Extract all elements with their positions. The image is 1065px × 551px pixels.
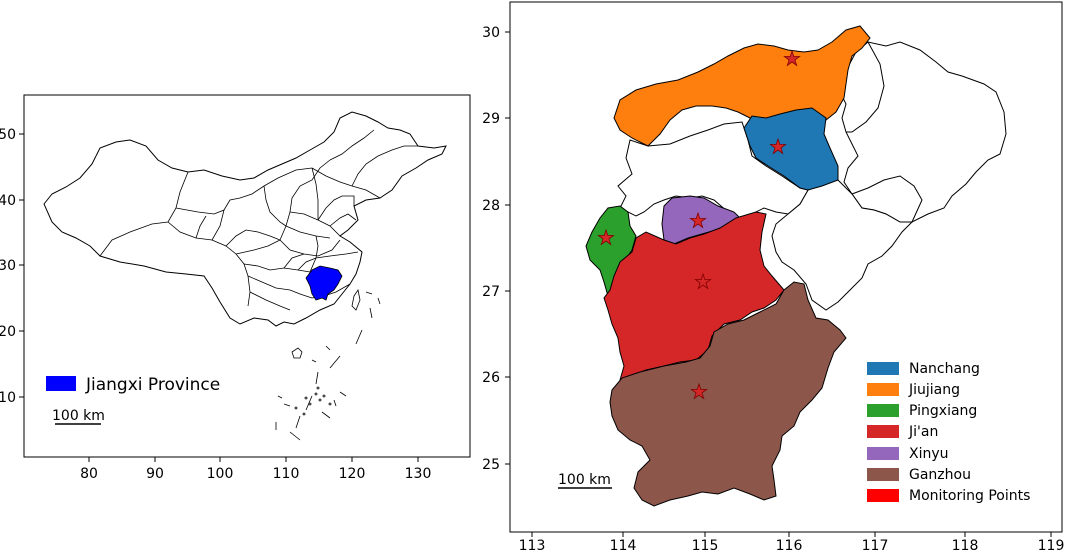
jiangxi-y-tick: 30	[482, 25, 500, 41]
jiangxi-y-tick: 29	[482, 111, 500, 127]
legend-swatch-xinyu	[867, 447, 899, 460]
china-y-tick: 10	[0, 390, 16, 406]
legend-swatch-ganzhou	[867, 468, 899, 481]
taiwan-island	[351, 288, 361, 311]
jiangxi-legend-label: Jiangxi Province	[85, 375, 220, 395]
legend-label-monitoring-points: Monitoring Points	[909, 488, 1030, 504]
south-china-sea-islands	[275, 291, 381, 441]
china-x-tick: 90	[146, 466, 164, 482]
legend-swatch-monitoring-points	[867, 489, 899, 502]
jiangxi-legend: Nanchang Jiujiang Pingxiang Ji'an Xinyu …	[867, 361, 1030, 504]
legend-swatch-nanchang	[867, 362, 899, 375]
monitoring-point-xinyu	[689, 211, 707, 229]
jiangxi-highlight	[305, 265, 343, 301]
china-y-tick: 50	[0, 127, 16, 143]
china-y-tick: 40	[0, 193, 16, 209]
region-ganzhou	[609, 281, 847, 507]
legend-swatch-jian	[867, 425, 899, 438]
jiangxi-y-tick: 25	[482, 457, 500, 473]
region-fuzhou	[771, 179, 914, 311]
legend-label-jiujiang: Jiujiang	[908, 382, 960, 398]
china-province-boundaries	[99, 129, 418, 311]
china-y-axis: 50 40 30 20 10	[0, 127, 24, 406]
monitoring-point-ganzhou	[690, 382, 708, 400]
china-x-tick: 110	[273, 466, 300, 482]
jiangxi-y-tick: 27	[482, 284, 500, 300]
jiangxi-legend-swatch	[46, 376, 76, 391]
china-x-tick: 120	[339, 466, 366, 482]
legend-swatch-pingxiang	[867, 404, 899, 417]
jiangxi-y-axis: 30 29 28 27 26 25	[482, 25, 510, 473]
jiangxi-x-tick: 113	[519, 538, 546, 551]
legend-label-xinyu: Xinyu	[909, 446, 949, 462]
china-y-tick: 20	[0, 324, 16, 340]
region-jiujiang	[613, 25, 871, 147]
jiangxi-x-axis: 113 114 115 116 117 118 119	[519, 532, 1065, 551]
region-jian	[603, 211, 785, 381]
region-nanchang	[743, 107, 839, 191]
china-scale-label: 100 km	[52, 408, 105, 424]
legend-label-ganzhou: Ganzhou	[909, 467, 971, 483]
jiangxi-x-tick: 118	[952, 538, 979, 551]
monitoring-point-jiujiang	[783, 49, 801, 67]
region-shangrao	[839, 41, 1007, 223]
monitoring-point-pingxiang	[597, 228, 615, 246]
china-map: 50 40 30 20 10 80 90 100 110 120 130	[0, 94, 471, 482]
region-yingtan-boundary	[851, 175, 923, 223]
china-map-frame	[23, 94, 471, 458]
china-y-tick: 30	[0, 258, 16, 274]
hainan-island	[291, 347, 303, 359]
china-x-axis: 80 90 100 110 120 130	[80, 457, 431, 482]
jiangxi-map: 30 29 28 27 26 25 113 114 115 116 117 11…	[482, 1, 1065, 551]
china-outline	[43, 111, 447, 327]
jiangxi-map-frame	[509, 1, 1063, 533]
legend-label-jian: Ji'an	[908, 424, 938, 440]
legend-swatch-jiujiang	[867, 383, 899, 396]
china-x-tick: 100	[207, 466, 234, 482]
jiangxi-y-tick: 28	[482, 198, 500, 214]
jiangxi-x-tick: 115	[692, 538, 719, 551]
china-x-tick: 80	[80, 466, 98, 482]
region-jingdezhen	[846, 41, 885, 133]
jiangxi-x-tick: 119	[1038, 538, 1065, 551]
jiangxi-y-tick: 26	[482, 370, 500, 386]
monitoring-point-jian	[694, 272, 712, 290]
jiangxi-scale-label: 100 km	[558, 472, 611, 488]
jiangxi-x-tick: 114	[610, 538, 637, 551]
china-x-tick: 130	[405, 466, 432, 482]
jiangxi-x-tick: 117	[862, 538, 889, 551]
monitoring-point-nanchang	[769, 137, 787, 155]
legend-label-pingxiang: Pingxiang	[909, 403, 977, 419]
legend-label-nanchang: Nanchang	[909, 361, 980, 377]
jiangxi-x-tick: 116	[776, 538, 803, 551]
monitoring-points	[597, 49, 801, 400]
